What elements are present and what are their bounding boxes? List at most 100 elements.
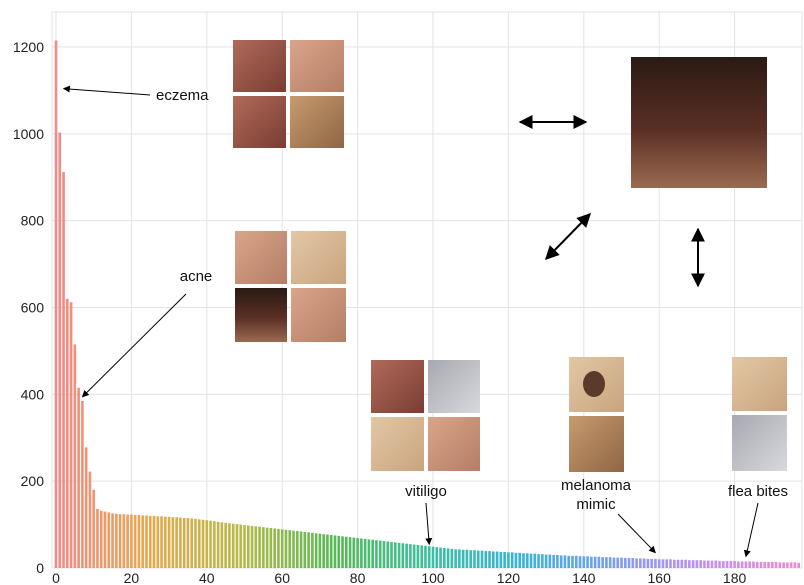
y-tick-label: 1000 bbox=[13, 126, 44, 142]
bar bbox=[246, 525, 250, 568]
bar bbox=[280, 529, 284, 568]
bar bbox=[718, 561, 721, 568]
bar bbox=[341, 536, 344, 568]
melanoma-mimic-example-images bbox=[569, 357, 624, 472]
bar bbox=[356, 538, 359, 568]
bar bbox=[243, 525, 246, 568]
x-tick-label: 120 bbox=[497, 570, 521, 585]
annotation-arrow bbox=[62, 85, 151, 96]
bar bbox=[627, 558, 631, 568]
bar bbox=[503, 551, 506, 568]
bar-series bbox=[54, 40, 801, 569]
bar bbox=[646, 558, 650, 568]
bar bbox=[273, 528, 276, 568]
bar bbox=[612, 557, 616, 568]
bar bbox=[420, 545, 424, 568]
bar bbox=[680, 559, 684, 568]
bar bbox=[69, 302, 73, 568]
bar bbox=[179, 517, 182, 568]
bar bbox=[111, 513, 114, 568]
bar bbox=[115, 513, 118, 568]
bar bbox=[62, 172, 65, 569]
bar bbox=[77, 387, 80, 568]
bar bbox=[439, 547, 442, 568]
bar bbox=[213, 521, 216, 568]
x-tick-label: 160 bbox=[648, 570, 672, 585]
bar bbox=[642, 558, 646, 568]
bar bbox=[469, 550, 473, 568]
bar bbox=[84, 447, 88, 568]
bar bbox=[748, 561, 751, 568]
bar bbox=[597, 556, 601, 568]
x-tick-label: 0 bbox=[52, 570, 60, 585]
bar bbox=[390, 541, 393, 568]
bar bbox=[567, 555, 571, 568]
y-tick-label: 400 bbox=[21, 386, 45, 402]
bar bbox=[669, 559, 672, 568]
bar bbox=[650, 558, 653, 568]
bar bbox=[601, 557, 604, 568]
bar bbox=[235, 524, 239, 568]
annotation-arrow bbox=[425, 502, 433, 546]
bar bbox=[721, 561, 725, 568]
bar bbox=[397, 542, 401, 568]
annotation-label: eczema bbox=[156, 87, 209, 104]
bar bbox=[220, 522, 224, 568]
bar bbox=[510, 552, 514, 568]
bar bbox=[695, 560, 699, 568]
bar bbox=[337, 535, 341, 568]
bar bbox=[360, 538, 363, 568]
bar bbox=[99, 510, 103, 568]
bar bbox=[65, 298, 69, 568]
bar bbox=[537, 554, 540, 568]
bar bbox=[759, 561, 763, 568]
bar bbox=[605, 557, 608, 568]
bar bbox=[620, 557, 623, 568]
bar bbox=[88, 471, 92, 568]
bar bbox=[201, 519, 205, 568]
bar bbox=[141, 515, 145, 568]
bar bbox=[544, 554, 548, 568]
bar bbox=[427, 546, 431, 568]
bar bbox=[288, 530, 292, 568]
x-tick-label: 40 bbox=[199, 570, 215, 585]
bar bbox=[774, 561, 778, 568]
bar bbox=[303, 531, 307, 568]
bar bbox=[492, 551, 495, 568]
bar bbox=[676, 559, 680, 568]
x-tick-label: 60 bbox=[274, 570, 290, 585]
bar bbox=[424, 545, 427, 568]
bar bbox=[254, 526, 258, 568]
bar bbox=[522, 553, 525, 568]
bar bbox=[654, 558, 657, 568]
bar bbox=[770, 561, 774, 568]
bar bbox=[657, 559, 661, 568]
bar bbox=[307, 532, 310, 568]
bar bbox=[710, 560, 714, 568]
bar bbox=[499, 551, 503, 568]
bar bbox=[333, 535, 337, 568]
bar bbox=[412, 544, 416, 568]
bar bbox=[763, 561, 767, 568]
bar bbox=[363, 538, 367, 568]
bar bbox=[326, 534, 329, 568]
bar bbox=[744, 561, 748, 568]
bar bbox=[182, 518, 186, 568]
bar bbox=[582, 556, 586, 568]
bar bbox=[197, 519, 201, 568]
disease-annotations: eczema acne vitiligo melanoma mimic flea bite… bbox=[62, 85, 788, 558]
bar bbox=[209, 520, 212, 568]
bar bbox=[175, 517, 178, 568]
bar bbox=[488, 551, 491, 568]
bar bbox=[314, 533, 318, 568]
bar bbox=[733, 561, 736, 568]
bar bbox=[103, 511, 107, 568]
bar bbox=[81, 400, 84, 568]
bar bbox=[684, 559, 687, 568]
bar bbox=[122, 514, 126, 568]
bar bbox=[416, 544, 420, 568]
bar bbox=[329, 535, 333, 568]
y-tick-label: 600 bbox=[21, 300, 45, 316]
bar bbox=[458, 549, 461, 568]
x-tick-label: 180 bbox=[723, 570, 747, 585]
